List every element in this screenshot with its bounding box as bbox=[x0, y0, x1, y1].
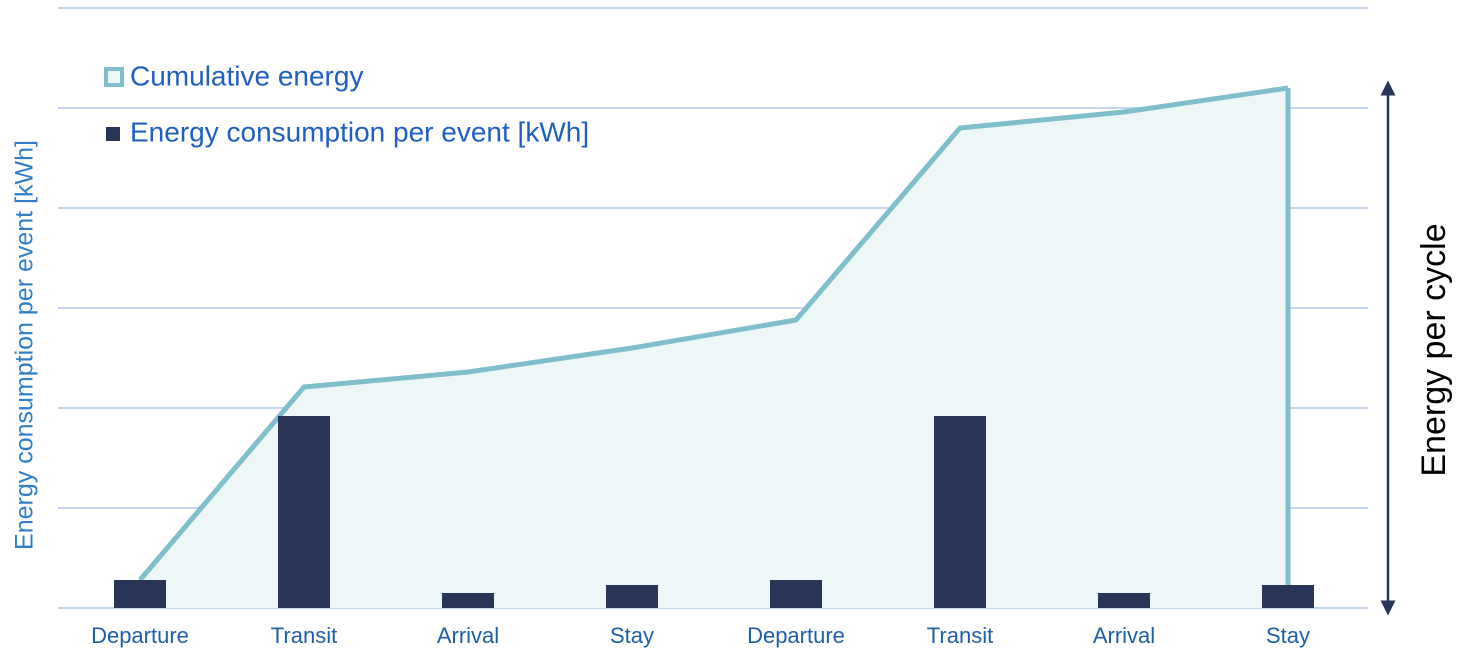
x-tick-label: Departure bbox=[747, 623, 845, 648]
bar bbox=[442, 593, 494, 608]
area bbox=[140, 88, 1288, 608]
legend-swatch bbox=[104, 67, 124, 87]
x-tick-label: Arrival bbox=[437, 623, 499, 648]
bar bbox=[278, 416, 330, 608]
bar bbox=[770, 580, 822, 608]
bar bbox=[1098, 593, 1150, 608]
x-tick-label: Departure bbox=[91, 623, 189, 648]
x-tick-label: Stay bbox=[1266, 623, 1310, 648]
bar bbox=[114, 580, 166, 608]
x-tick-label: Arrival bbox=[1093, 623, 1155, 648]
x-tick-label: Stay bbox=[610, 623, 654, 648]
legend-label: Cumulative energy bbox=[130, 60, 363, 91]
bar bbox=[606, 585, 658, 608]
legend-swatch bbox=[106, 127, 120, 141]
x-tick-label: Transit bbox=[271, 623, 337, 648]
bar bbox=[934, 416, 986, 608]
bar bbox=[1262, 585, 1314, 608]
line bbox=[138, 85, 1289, 582]
y2-axis-label: Energy per cycle bbox=[1415, 223, 1453, 476]
legend-label: Energy consumption per event [kWh] bbox=[130, 116, 589, 147]
x-tick-label: Transit bbox=[927, 623, 993, 648]
y-axis-label: Energy consumption per event [kWh] bbox=[11, 140, 39, 550]
